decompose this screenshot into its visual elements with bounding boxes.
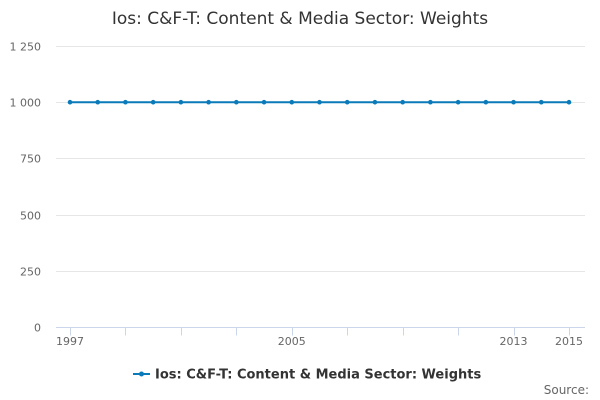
chart-title: Ios: C&F-T: Content & Media Sector: Weig…: [112, 9, 488, 29]
grid-lines: [56, 46, 585, 272]
legend-label: Ios: C&F-T: Content & Media Sector: Weig…: [155, 368, 481, 383]
data-point[interactable]: [317, 99, 322, 105]
y-tick-label: 1 250: [10, 41, 42, 54]
x-axis: 1997 2005 2013 2015: [56, 327, 585, 348]
data-point[interactable]: [455, 99, 461, 105]
data-point[interactable]: [95, 99, 101, 105]
x-tick-label: 2005: [278, 335, 306, 348]
data-point[interactable]: [67, 99, 73, 105]
x-tick-label: 2013: [500, 335, 528, 348]
data-point[interactable]: [538, 99, 544, 105]
data-point[interactable]: [483, 99, 489, 105]
data-point[interactable]: [289, 99, 295, 105]
data-point[interactable]: [428, 99, 433, 105]
series-line-group: [67, 99, 572, 105]
data-point[interactable]: [234, 99, 239, 105]
y-tick-label: 250: [20, 266, 41, 279]
legend[interactable]: Ios: C&F-T: Content & Media Sector: Weig…: [133, 368, 481, 383]
data-point[interactable]: [344, 99, 350, 105]
data-point[interactable]: [261, 99, 267, 105]
data-point[interactable]: [511, 99, 516, 105]
y-tick-label: 750: [20, 153, 41, 166]
y-axis: 0 250 500 750 1 000 1 250: [10, 41, 42, 335]
data-point[interactable]: [123, 99, 128, 105]
y-tick-label: 0: [34, 322, 41, 335]
data-point[interactable]: [150, 99, 156, 105]
x-tick-label: 1997: [56, 335, 84, 348]
x-tick-label: 2015: [555, 335, 583, 348]
data-point[interactable]: [372, 99, 378, 105]
y-tick-label: 500: [20, 210, 41, 223]
data-point[interactable]: [400, 99, 405, 105]
y-tick-label: 1 000: [10, 97, 42, 110]
data-point[interactable]: [178, 99, 184, 105]
source-credit[interactable]: Source:: [544, 383, 589, 397]
data-point[interactable]: [566, 99, 572, 105]
legend-marker: [139, 371, 144, 377]
data-point[interactable]: [206, 99, 211, 105]
